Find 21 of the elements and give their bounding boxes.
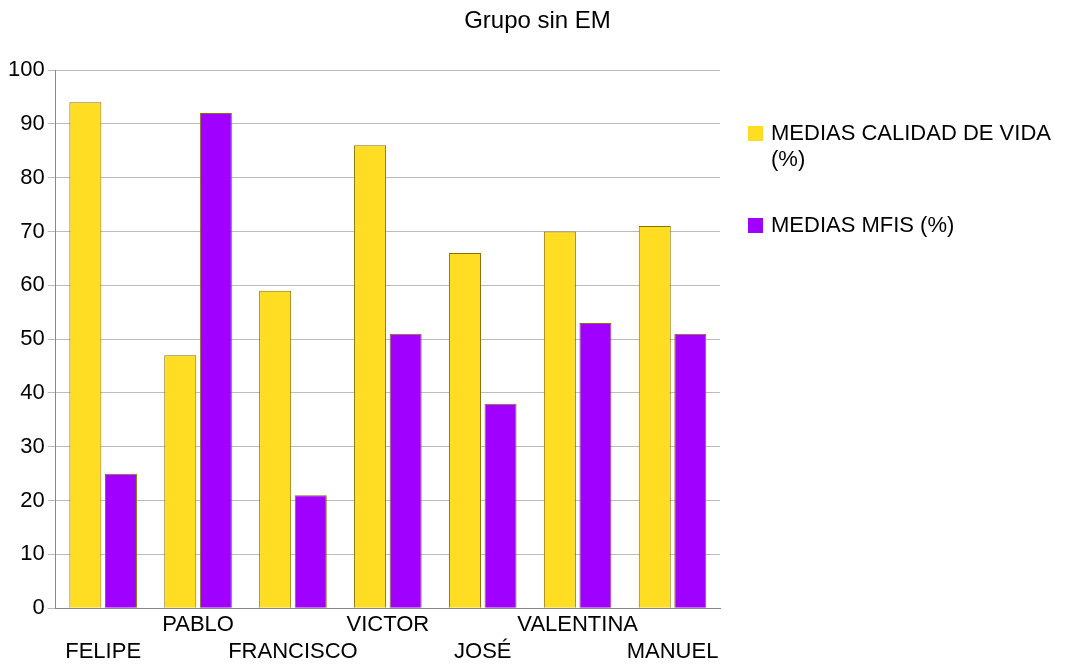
y-tick-label: 20 [20, 486, 45, 512]
y-tick-label: 70 [20, 217, 45, 243]
y-tick-label: 80 [20, 163, 45, 189]
x-tick-label: JOSÉ [454, 637, 512, 663]
y-tick-label: 10 [20, 540, 45, 566]
y-tick-label: 40 [20, 378, 45, 404]
legend-label: MEDIAS MFIS (%) [771, 212, 955, 238]
x-tick-label: FRANCISCO [228, 637, 358, 663]
y-tick-label: 0 [32, 594, 45, 620]
x-tick-label: VALENTINA [517, 611, 639, 637]
x-tick-label: PABLO [162, 611, 234, 637]
y-tick-label: 90 [20, 109, 45, 135]
x-tick-label: FELIPE [65, 637, 142, 663]
y-tick-label: 50 [20, 325, 45, 351]
x-tick-label: MANUEL [626, 637, 719, 663]
chart-title: Grupo sin EM [463, 6, 612, 34]
y-tick-label: 100 [7, 56, 45, 82]
y-tick-label: 60 [20, 271, 45, 297]
y-tick-label: 30 [20, 432, 45, 458]
legend-label: MEDIAS CALIDAD DE VIDA (%) [771, 120, 1052, 172]
x-tick-label: VICTOR [346, 611, 430, 637]
